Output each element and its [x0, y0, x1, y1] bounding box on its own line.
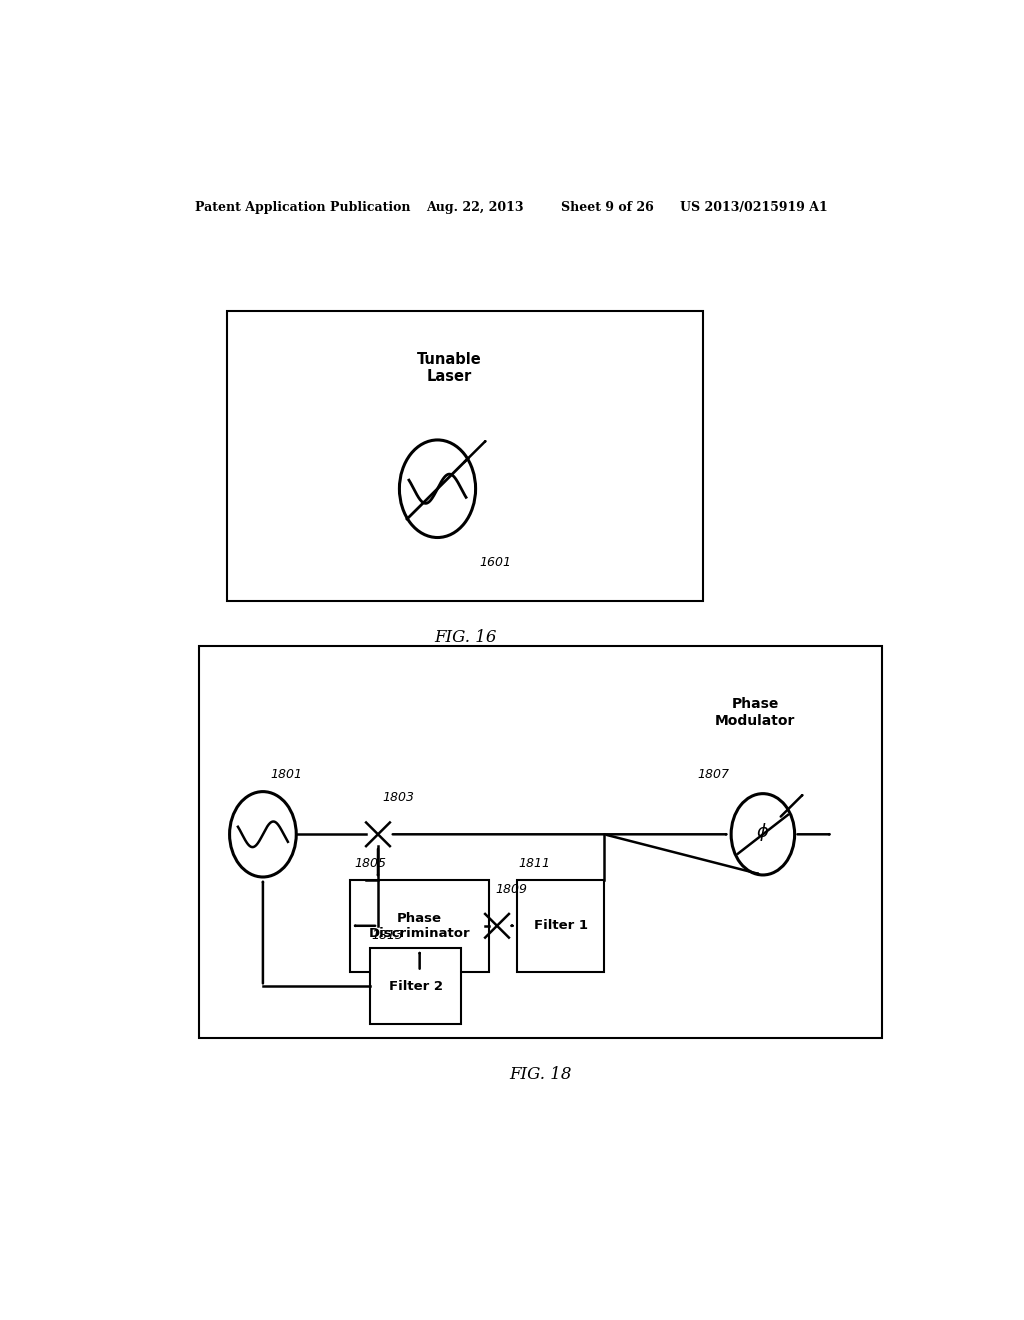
Text: 1805: 1805	[354, 857, 386, 870]
Text: 1803: 1803	[382, 791, 414, 804]
Text: 1813: 1813	[372, 929, 403, 942]
Text: 1801: 1801	[270, 768, 303, 781]
Text: 1811: 1811	[518, 857, 551, 870]
Text: 1809: 1809	[496, 883, 527, 896]
Text: FIG. 18: FIG. 18	[509, 1067, 572, 1082]
Text: Phase
Modulator: Phase Modulator	[715, 697, 795, 727]
Text: Phase
Discriminator: Phase Discriminator	[369, 912, 470, 940]
Text: Aug. 22, 2013: Aug. 22, 2013	[426, 201, 523, 214]
Text: US 2013/0215919 A1: US 2013/0215919 A1	[680, 201, 827, 214]
Bar	[227, 312, 703, 601]
Text: Sheet 9 of 26: Sheet 9 of 26	[560, 201, 653, 214]
Bar	[370, 948, 461, 1024]
Text: 1601: 1601	[479, 556, 512, 569]
Bar	[200, 647, 882, 1038]
Text: $\phi$: $\phi$	[757, 821, 769, 843]
Text: Filter 2: Filter 2	[389, 979, 442, 993]
Text: 1807: 1807	[697, 768, 729, 781]
Text: Patent Application Publication: Patent Application Publication	[196, 201, 411, 214]
Text: Tunable
Laser: Tunable Laser	[417, 351, 481, 384]
Bar	[350, 880, 489, 972]
Bar	[517, 880, 604, 972]
Text: FIG. 16: FIG. 16	[434, 630, 497, 645]
Text: Filter 1: Filter 1	[534, 919, 588, 932]
